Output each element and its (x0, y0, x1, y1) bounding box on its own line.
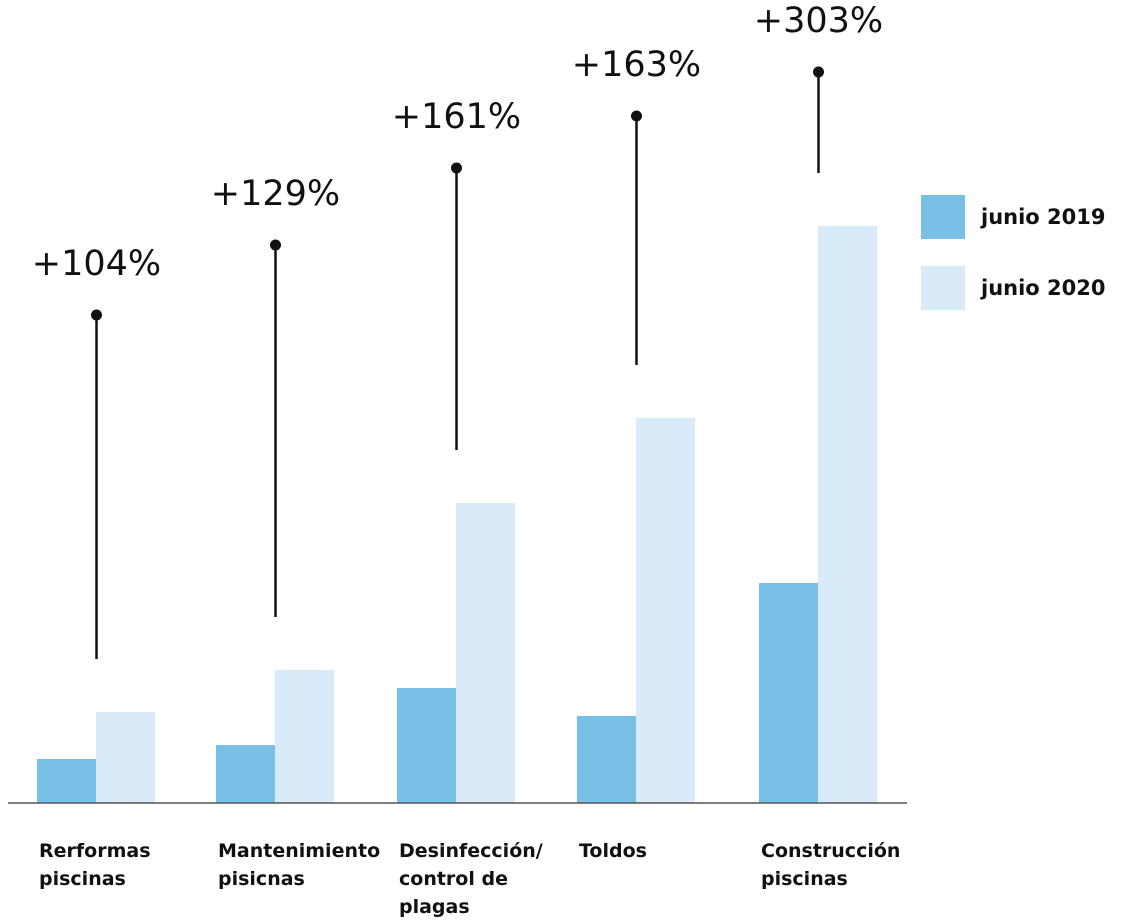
legend-label-0: junio 2019 (980, 205, 1105, 229)
legend: junio 2019 junio 2020 (921, 195, 1105, 310)
bar-2020-1 (275, 670, 334, 803)
growth-label-3: +163% (572, 45, 701, 85)
bar-2019-4 (759, 583, 818, 803)
bars-group (37, 226, 877, 803)
category-label-0: Rerformas piscinas (39, 840, 151, 890)
growth-connector-dot-1 (270, 239, 281, 251)
category-labels: Rerformas piscinas Mantenimiento pisicnas De… (39, 840, 900, 918)
bar-2019-2 (397, 688, 456, 803)
bar-2019-0 (37, 759, 96, 803)
growth-label-0: +104% (32, 244, 161, 284)
bar-2020-3 (636, 418, 695, 803)
growth-connector-dot-0 (91, 309, 102, 321)
growth-connectors (91, 66, 824, 659)
growth-connector-dot-2 (451, 162, 462, 174)
growth-connector-dot-4 (813, 66, 824, 78)
bar-2019-1 (216, 745, 275, 803)
category-label-2: Desinfección/control de plagas (399, 840, 543, 918)
growth-label-1: +129% (211, 174, 340, 214)
category-label-4: Construcción piscinas (761, 840, 900, 890)
bar-2019-3 (577, 716, 636, 803)
growth-labels: +104% +129% +161% +163% +303% (32, 1, 883, 284)
growth-label-4: +303% (754, 1, 883, 41)
bar-2020-2 (456, 503, 515, 803)
legend-swatch-0 (921, 195, 965, 239)
category-label-3: Toldos (579, 840, 647, 862)
legend-swatch-1 (921, 266, 965, 310)
legend-label-1: junio 2020 (980, 276, 1105, 300)
category-label-1: Mantenimiento pisicnas (218, 840, 380, 890)
bar-2020-4 (818, 226, 877, 803)
growth-label-2: +161% (392, 97, 521, 137)
bar-2020-0 (96, 712, 155, 803)
growth-connector-dot-3 (631, 110, 642, 122)
